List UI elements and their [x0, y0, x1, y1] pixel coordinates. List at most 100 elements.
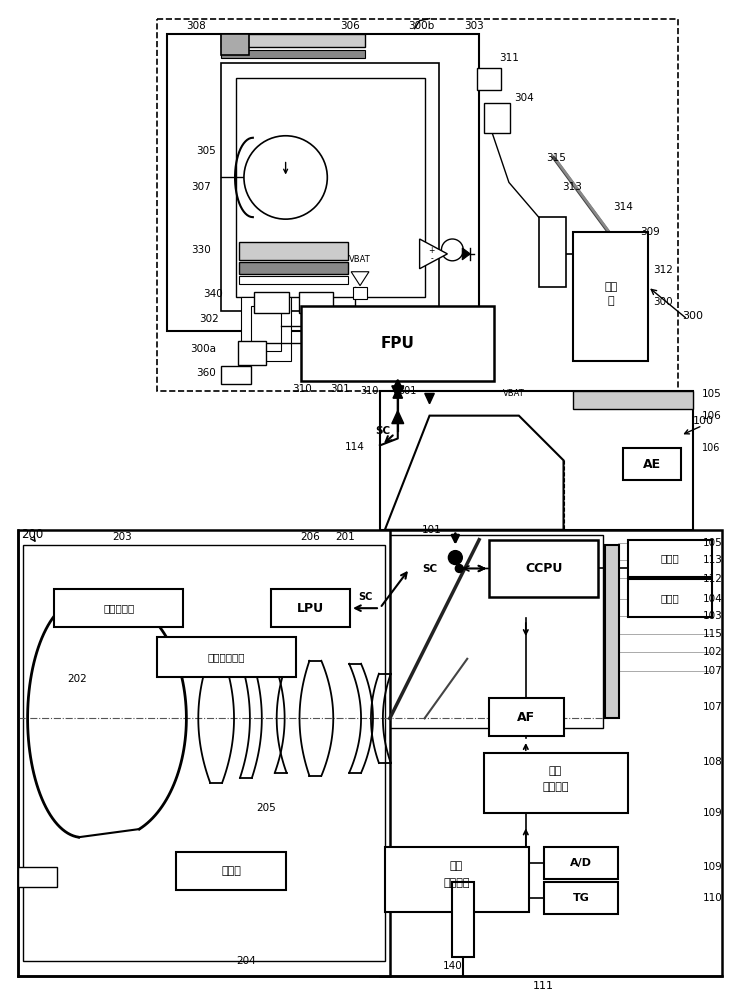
Text: 切换电路: 切换电路	[542, 782, 569, 792]
Bar	[489, 698, 564, 736]
Text: 308: 308	[186, 21, 206, 31]
Bar	[239, 262, 348, 274]
Bar	[54, 589, 183, 627]
Text: FPU: FPU	[381, 336, 414, 351]
Text: 203: 203	[112, 532, 132, 542]
Text: 201: 201	[336, 532, 355, 542]
Text: 206: 206	[300, 532, 320, 542]
Text: 105: 105	[701, 389, 721, 399]
Text: A/D: A/D	[570, 858, 592, 868]
Bar	[544, 847, 618, 879]
Text: 信号: 信号	[450, 861, 463, 871]
Text: 113: 113	[702, 555, 722, 565]
Text: +: +	[428, 246, 435, 255]
Text: 106: 106	[701, 411, 721, 421]
Bar	[236, 78, 425, 297]
Text: 202: 202	[67, 674, 87, 684]
Text: 313: 313	[562, 182, 582, 192]
Bar	[484, 753, 628, 813]
Bar	[239, 276, 348, 284]
Text: 108: 108	[702, 757, 722, 767]
Text: 330: 330	[191, 245, 211, 255]
Text: 输入: 输入	[604, 282, 618, 292]
Bar	[221, 34, 365, 47]
Text: 102: 102	[702, 647, 722, 657]
Text: 205: 205	[256, 803, 276, 813]
Circle shape	[448, 551, 462, 565]
Text: 307: 307	[191, 182, 211, 192]
Text: 315: 315	[547, 153, 567, 163]
Bar	[18, 530, 390, 976]
Text: 109: 109	[702, 862, 722, 872]
Polygon shape	[385, 416, 564, 530]
Polygon shape	[351, 272, 369, 286]
Circle shape	[456, 565, 463, 572]
Bar	[628, 540, 712, 577]
Text: 107: 107	[702, 666, 722, 676]
Text: 115: 115	[702, 629, 722, 639]
Bar	[271, 589, 350, 627]
Bar	[157, 19, 678, 391]
Bar	[239, 242, 348, 260]
Bar	[484, 103, 510, 133]
Text: SC: SC	[422, 564, 437, 574]
Bar	[477, 68, 501, 90]
Bar	[573, 391, 693, 409]
Polygon shape	[392, 411, 404, 424]
Text: 200: 200	[21, 528, 43, 541]
Text: 107: 107	[702, 702, 722, 712]
Bar	[385, 535, 604, 728]
Text: 204: 204	[236, 956, 256, 966]
Bar	[299, 292, 333, 313]
Bar	[385, 847, 528, 912]
Bar	[221, 50, 365, 58]
Bar	[353, 287, 367, 299]
Bar	[221, 34, 249, 55]
Text: 112: 112	[702, 574, 722, 584]
Text: -: -	[430, 254, 433, 263]
Bar	[544, 882, 618, 914]
Text: AE: AE	[643, 458, 661, 471]
Text: 301: 301	[398, 386, 417, 396]
Bar	[300, 306, 494, 381]
Text: 309: 309	[640, 227, 659, 237]
Bar	[221, 63, 439, 311]
Bar	[23, 545, 385, 961]
Text: CCPU: CCPU	[525, 562, 562, 575]
Text: 312: 312	[653, 265, 673, 275]
Text: 光圈控制电路: 光圈控制电路	[208, 652, 245, 662]
Text: 111: 111	[533, 981, 554, 991]
Text: 306: 306	[340, 21, 360, 31]
Text: 显示部: 显示部	[660, 554, 679, 564]
Bar	[380, 530, 722, 976]
Polygon shape	[420, 239, 447, 269]
Text: 114: 114	[345, 442, 365, 452]
Bar	[241, 297, 291, 361]
Text: 300: 300	[653, 297, 673, 307]
Bar	[380, 391, 693, 530]
Text: 311: 311	[499, 53, 519, 63]
Text: 110: 110	[702, 893, 722, 903]
Text: 109: 109	[702, 808, 722, 818]
Text: 101: 101	[422, 525, 442, 535]
Bar	[251, 306, 280, 351]
Bar	[489, 540, 598, 597]
Text: 305: 305	[197, 146, 216, 156]
Text: VBAT: VBAT	[503, 389, 525, 398]
Text: 106: 106	[702, 443, 721, 453]
Bar	[628, 579, 712, 617]
Text: TG: TG	[573, 893, 590, 903]
Text: 输入部: 输入部	[660, 593, 679, 603]
Bar	[157, 637, 296, 677]
Text: 310: 310	[293, 384, 312, 394]
Text: 增益: 增益	[549, 766, 562, 776]
Text: 304: 304	[514, 93, 534, 103]
Text: 302: 302	[199, 314, 219, 324]
Text: 103: 103	[702, 611, 722, 621]
Text: 104: 104	[702, 594, 722, 604]
Bar	[166, 34, 479, 331]
Text: SC: SC	[358, 592, 372, 602]
Text: 303: 303	[464, 21, 484, 31]
Text: 透镜驱动部: 透镜驱动部	[103, 603, 135, 613]
Bar	[221, 366, 251, 384]
